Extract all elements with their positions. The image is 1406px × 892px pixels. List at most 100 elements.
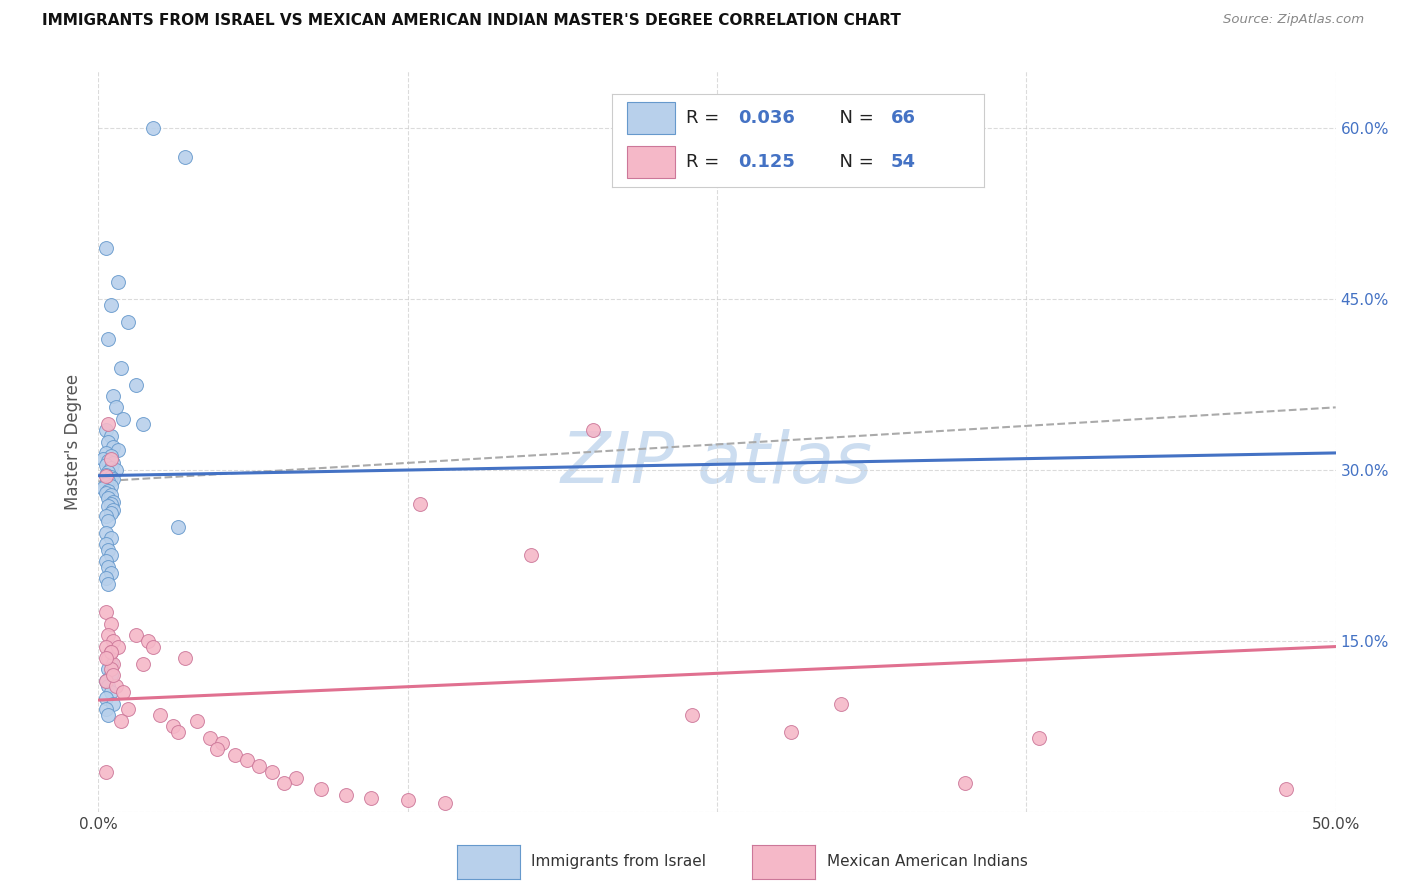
Point	[97, 651, 120, 665]
Point	[285, 771, 308, 785]
Point	[174, 150, 197, 164]
Point	[94, 554, 117, 568]
Point	[409, 497, 432, 511]
Point	[117, 315, 139, 329]
Text: ZIP atlas: ZIP atlas	[561, 429, 873, 499]
Point	[94, 525, 117, 540]
Point	[224, 747, 246, 762]
Point	[273, 776, 295, 790]
Point	[103, 440, 125, 454]
Point	[780, 725, 803, 739]
Point	[100, 685, 122, 699]
Text: 66: 66	[891, 109, 917, 127]
Point	[100, 450, 122, 464]
Text: 0.125: 0.125	[738, 153, 796, 171]
Y-axis label: Master's Degree: Master's Degree	[65, 374, 83, 509]
Point	[360, 791, 382, 805]
Point	[186, 714, 208, 728]
Point	[104, 401, 127, 415]
Point	[103, 456, 125, 470]
Point	[94, 606, 117, 620]
Point	[100, 429, 122, 443]
Point	[100, 470, 122, 484]
Point	[93, 481, 115, 495]
Point	[103, 697, 125, 711]
Text: IMMIGRANTS FROM ISRAEL VS MEXICAN AMERICAN INDIAN MASTER'S DEGREE CORRELATION CH: IMMIGRANTS FROM ISRAEL VS MEXICAN AMERIC…	[42, 13, 901, 29]
Point	[100, 451, 122, 466]
Point	[103, 503, 125, 517]
Point	[97, 417, 120, 432]
Text: N =: N =	[828, 109, 879, 127]
Point	[94, 476, 117, 491]
Point	[132, 657, 155, 671]
Point	[110, 714, 132, 728]
Point	[97, 483, 120, 498]
Point	[94, 537, 117, 551]
Point	[103, 668, 125, 682]
Point	[162, 719, 184, 733]
Point	[110, 360, 132, 375]
Point	[107, 442, 129, 457]
Point	[100, 532, 122, 546]
Point	[104, 463, 127, 477]
Point	[142, 121, 165, 136]
Point	[94, 468, 117, 483]
FancyBboxPatch shape	[627, 146, 675, 178]
Text: R =: R =	[686, 153, 725, 171]
Point	[236, 754, 259, 768]
Point	[100, 460, 122, 475]
Point	[97, 559, 120, 574]
Point	[260, 764, 283, 779]
Point	[103, 472, 125, 486]
Point	[100, 488, 122, 502]
Point	[94, 241, 117, 255]
Point	[97, 542, 120, 557]
Point	[124, 377, 146, 392]
Point	[103, 657, 125, 671]
Point	[1028, 731, 1050, 745]
Point	[94, 446, 117, 460]
Point	[94, 423, 117, 437]
Point	[166, 520, 188, 534]
Point	[97, 662, 120, 676]
Point	[100, 668, 122, 682]
Point	[94, 571, 117, 585]
Text: N =: N =	[828, 153, 879, 171]
Point	[97, 491, 120, 506]
Point	[136, 633, 159, 648]
Point	[100, 298, 122, 312]
Point	[433, 796, 456, 810]
Point	[103, 495, 125, 509]
Point	[103, 389, 125, 403]
Point	[94, 673, 117, 688]
Point	[97, 500, 120, 514]
Point	[335, 788, 357, 802]
Point	[247, 759, 270, 773]
Point	[97, 434, 120, 449]
Point	[94, 485, 117, 500]
Point	[97, 680, 120, 694]
Point	[103, 633, 125, 648]
Point	[97, 628, 120, 642]
Point	[100, 657, 122, 671]
Point	[112, 685, 135, 699]
Text: R =: R =	[686, 109, 725, 127]
Point	[582, 423, 605, 437]
Point	[94, 764, 117, 779]
Point	[97, 475, 120, 489]
Point	[93, 451, 115, 466]
Point	[100, 645, 122, 659]
Point	[100, 497, 122, 511]
Point	[205, 742, 228, 756]
Point	[132, 417, 155, 432]
Point	[97, 707, 120, 722]
Point	[100, 616, 122, 631]
Text: Immigrants from Israel: Immigrants from Israel	[531, 855, 706, 869]
Point	[830, 697, 852, 711]
Point	[94, 640, 117, 654]
Point	[520, 549, 543, 563]
Text: 0.036: 0.036	[738, 109, 796, 127]
Point	[104, 680, 127, 694]
Text: Source: ZipAtlas.com: Source: ZipAtlas.com	[1223, 13, 1364, 27]
Point	[211, 736, 233, 750]
